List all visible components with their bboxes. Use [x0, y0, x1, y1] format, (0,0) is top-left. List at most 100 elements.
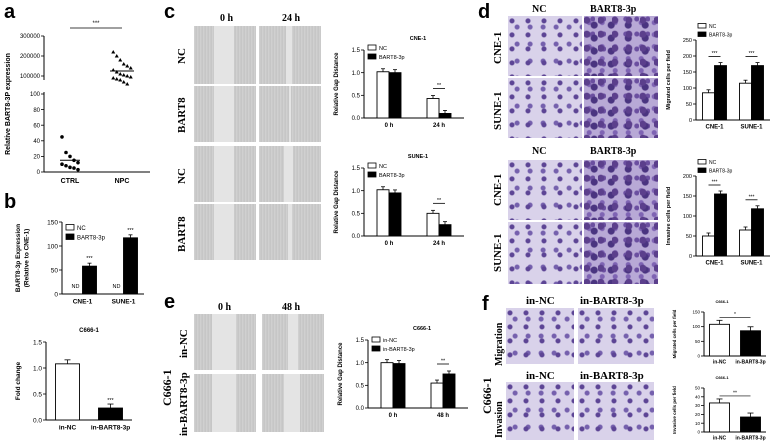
x-tick-label: in-NC [713, 436, 727, 442]
y-tick-label: 0.5 [33, 391, 42, 398]
data-point [64, 150, 68, 155]
d-col-bart: BART8-3p [590, 4, 637, 15]
y-tick-label: 0.5 [352, 93, 361, 99]
data-point [121, 80, 126, 84]
chart-d2: 200 150 100 50 0 Invasive cells per field CNE-… [666, 159, 770, 267]
chart-title: C666-1 [79, 328, 99, 334]
x-tick-label: SUNE-1 [740, 261, 763, 267]
y-tick-label: 100 [683, 86, 692, 92]
y-axis-label: (Relative to CNE-1) [24, 229, 31, 288]
y-tick-label: 150 [683, 194, 692, 200]
legend-label: BART8-3p [379, 55, 405, 61]
d-row-label-4: SUNE-1 [492, 233, 504, 272]
chart-c2: 1.5 1.0 0.5 0.0 Relative Gap Distance SUNE-1 0… [334, 154, 464, 247]
legend-swatch [697, 31, 707, 37]
panel-letter-f: f [482, 293, 489, 315]
legend-swatch [697, 23, 707, 29]
bar [392, 363, 406, 409]
chart-e1: 1.5 1.0 0.5 0.0 Relative Gap Distance C666-1 0… [338, 326, 468, 419]
y-tick-label: 150 [692, 310, 700, 315]
y-tick-label: 0 [697, 430, 700, 435]
c-image-bart8-2-0h [194, 204, 256, 260]
bar [709, 323, 730, 357]
c-row-label-2: BART8 [176, 97, 188, 133]
e-image-innc-0h [194, 314, 256, 370]
y-tick-label: 150 [47, 219, 58, 226]
y-tick-label: 1.0 [33, 365, 42, 372]
chart-title: C666-1 [715, 375, 729, 380]
y-axis-label: Invasive cells per field [672, 386, 677, 434]
chart-a: 300000 200000 100000 100 80 60 40 20 0 Relative B… [5, 21, 150, 185]
y-axis-label: Relative Gap Distance [334, 170, 340, 234]
y-tick-label: 40 [695, 394, 701, 399]
bar [430, 382, 444, 409]
y-tick-label: 150 [683, 70, 692, 76]
x-tick-label: in-BART8-3p [735, 360, 765, 366]
data-point [76, 167, 80, 172]
bar [388, 72, 402, 119]
bar [82, 265, 97, 295]
data-point [111, 76, 116, 80]
c-image-bart8-0h [194, 86, 256, 142]
bar [426, 98, 440, 119]
legend-swatch [367, 53, 377, 60]
e-cell-label: C666-1 [160, 369, 174, 406]
panel-letter-e: e [164, 291, 176, 313]
y-tick-label: 40 [33, 139, 40, 145]
bar [123, 237, 138, 295]
y-tick-label: 0.5 [356, 383, 365, 389]
f-row-label-1: Migration [494, 322, 505, 366]
bar [388, 192, 402, 237]
data-point [64, 163, 68, 168]
f-image-innc-inv [506, 382, 574, 440]
f-row-label-2: Invasion [494, 401, 505, 438]
bar [438, 224, 452, 237]
bar-annotation: *** [127, 228, 134, 234]
data-point [60, 162, 64, 166]
e-image-innc-48h [262, 314, 324, 370]
y-tick-label: 0.0 [352, 234, 361, 240]
d-col-nc2: NC [532, 146, 547, 157]
x-tick-label: in-NC [59, 425, 77, 432]
bar [426, 212, 440, 237]
data-point [114, 77, 119, 81]
d-image-cne1-nc-mig [508, 16, 582, 76]
y-tick-label: 10 [695, 421, 701, 426]
significance-label: * [734, 312, 736, 318]
y-tick-label: 1.0 [352, 189, 361, 195]
legend-swatch [697, 159, 707, 165]
data-point [128, 66, 133, 70]
data-point [121, 73, 126, 77]
y-axis-label: Relative Gap Distance [334, 52, 340, 116]
y-tick-label: 0 [697, 354, 700, 359]
bar [442, 373, 456, 409]
legend-swatch [65, 233, 75, 240]
y-tick-label: 0.0 [352, 116, 361, 122]
f-col-innc2: in-NC [526, 370, 555, 382]
legend-label: NC [709, 24, 717, 30]
legend-swatch [367, 44, 377, 51]
bar [376, 189, 390, 237]
y-tick-label: 80 [33, 108, 40, 114]
y-tick-label: 100 [692, 324, 700, 329]
legend-label: NC [379, 164, 387, 170]
panel-letter-b: b [4, 191, 17, 213]
chart-title: CNE-1 [410, 36, 427, 42]
data-point [118, 78, 123, 82]
bar [702, 235, 715, 257]
y-tick-label: 100 [47, 243, 58, 250]
y-tick-label: 0.5 [352, 211, 361, 217]
significance-label: ** [437, 198, 442, 204]
bar [380, 362, 394, 409]
x-tick-label: CNE-1 [705, 125, 724, 131]
y-tick-label: 0 [37, 170, 41, 176]
x-tick-label: 24 h [433, 123, 445, 129]
c-image-nc-24h [259, 26, 321, 84]
legend-swatch [371, 345, 381, 352]
e-row-label-2: in-BART8-3p [178, 372, 190, 436]
y-tick-label: 1.5 [352, 48, 361, 54]
d-image-cne1-bart-mig [584, 16, 658, 76]
bar-annotation: *** [86, 256, 93, 262]
chart-b1: 150 100 50 0 BART8-3p Expression (Relative to… [15, 219, 144, 306]
y-tick-label: 1.5 [33, 339, 42, 346]
